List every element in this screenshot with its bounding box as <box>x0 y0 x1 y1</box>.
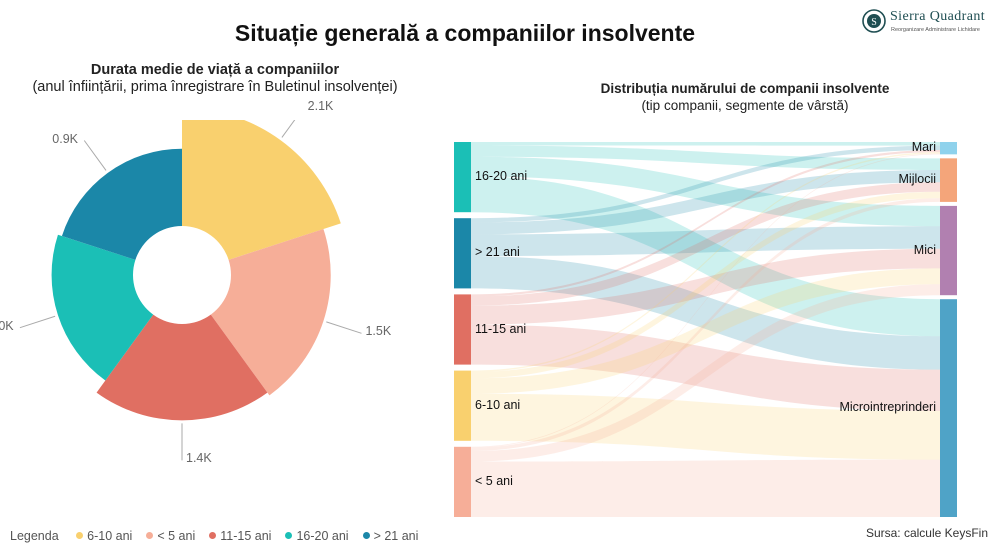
legend-item-6-10-ani: 6-10 ani <box>87 528 133 543</box>
sankey-link-gt-21-ani-to-mari <box>471 145 940 223</box>
legend-item-16-20-ani: 16-20 ani <box>296 528 349 543</box>
rose-center-hole <box>134 227 230 323</box>
rose-value-label: 1.4K <box>186 451 212 466</box>
sankey-node-microintreprinderi <box>940 299 957 517</box>
rose-slice-11-15-ani <box>96 314 268 421</box>
logo-tagline: Reorganizare Administrare Lichidare <box>891 27 980 33</box>
sankey-link-gt-21-ani-to-microintreprinderi <box>471 256 940 370</box>
sankey-target-label: Mijlocii <box>898 172 937 187</box>
sankey-source-label: 11-15 ani <box>475 321 527 336</box>
company-logo: S Sierra Quadrant Reorganizare Administr… <box>862 8 994 40</box>
legend-item-11-15-ani: 11-15 ani <box>220 528 272 543</box>
sankey-link-lt-5-ani-to-microintreprinderi <box>471 459 940 517</box>
sankey-link-6-10-ani-to-microintreprinderi <box>471 393 940 460</box>
legend-swatch <box>285 532 293 540</box>
sankey-link-11-15-ani-to-microintreprinderi <box>471 324 940 412</box>
logo-emblem-icon: S <box>862 9 886 33</box>
sankey-node-mari <box>940 142 957 155</box>
sankey-link-11-15-ani-to-mici <box>471 248 940 325</box>
rose-slice-gt-21-ani <box>61 148 182 260</box>
logo-name: Sierra Quadrant <box>890 9 986 24</box>
sankey-chart <box>454 142 957 517</box>
sankey-node-lt-5-ani <box>454 446 471 517</box>
legend-swatch <box>209 532 217 540</box>
sankey-link-gt-21-ani-to-mici <box>471 226 940 257</box>
sankey-target-label: Microintreprinderi <box>839 400 936 415</box>
legend-item-gt-21-ani: > 21 ani <box>373 528 419 543</box>
sankey-link-11-15-ani-to-mijlocii <box>471 182 940 306</box>
sankey-link-11-15-ani-to-mari <box>471 149 940 297</box>
sankey-link-lt-5-ani-to-mici <box>471 284 940 462</box>
sankey-source-label: < 5 ani <box>475 473 513 488</box>
sankey-node-6-10-ani <box>454 370 471 441</box>
sankey-node-gt-21-ani <box>454 218 471 289</box>
right-chart-subtitle: (tip companii, segmente de vârstă) <box>641 98 849 113</box>
source-note: Sursa: calcule KeysFin <box>865 526 988 540</box>
sankey-link-gt-21-ani-to-mijlocii <box>471 169 940 235</box>
sankey-source-label: > 21 ani <box>475 245 520 260</box>
legend: Legenda 6-10 ani < 5 ani 11-15 ani 16-20 an… <box>10 528 418 543</box>
left-chart-title: Durata medie de viață a companiilor <box>90 62 340 78</box>
right-chart-header: Distribuția numărului de companii insolv… <box>520 80 970 114</box>
rose-value-label: 2.1K <box>307 98 334 113</box>
rose-slice-6-10-ani <box>182 120 341 260</box>
sankey-link-6-10-ani-to-mari <box>471 152 940 373</box>
sankey-source-label: 6-10 ani <box>475 397 521 412</box>
rose-value-label: 1.5K <box>365 324 392 339</box>
sankey-target-label: Mici <box>913 242 936 257</box>
sankey-link-6-10-ani-to-mijlocii <box>471 191 940 379</box>
sankey-node-mici <box>940 205 957 296</box>
legend-swatch <box>146 532 154 540</box>
legend-swatch <box>362 532 370 540</box>
rose-leader-line <box>281 120 296 138</box>
sankey-source-label: 16-20 ani <box>475 169 528 184</box>
sankey-link-16-20-ani-to-microintreprinderi <box>471 176 940 337</box>
left-chart-header: Durata medie de viață a companiilor (anu… <box>0 62 430 96</box>
sankey-node-11-15-ani <box>454 294 471 365</box>
rose-slice-lt-5-ani <box>210 229 331 396</box>
page-title: Situație generală a companiilor insolven… <box>234 20 696 46</box>
rose-value-label: 1.0K <box>0 318 14 333</box>
rose-slice-16-20-ani <box>51 234 154 381</box>
sankey-node-mijlocii <box>940 158 957 202</box>
legend-swatch <box>76 532 84 540</box>
legend-title: Legenda <box>10 528 59 543</box>
sankey-link-lt-5-ani-to-mijlocii <box>471 198 940 452</box>
right-chart-title: Distribuția numărului de companii insolv… <box>600 81 890 96</box>
rose-leader-line <box>326 321 362 334</box>
sankey-link-lt-5-ani-to-mari <box>471 153 940 448</box>
rose-value-label: 0.9K <box>52 131 78 146</box>
sankey-node-16-20-ani <box>454 142 471 213</box>
sankey-link-16-20-ani-to-mijlocii <box>471 145 940 170</box>
left-chart-subtitle: (anul înființării, prima înregistrare în… <box>32 79 398 95</box>
rose-chart <box>19 120 362 461</box>
rose-leader-line <box>19 315 56 329</box>
legend-item-lt-5-ani: < 5 ani <box>157 528 196 543</box>
sankey-target-label: Mari <box>911 140 936 155</box>
sankey-link-16-20-ani-to-mari <box>471 142 940 146</box>
sankey-link-16-20-ani-to-mici <box>471 156 940 227</box>
rose-leader-line <box>83 140 107 171</box>
svg-text:S: S <box>871 17 877 28</box>
sankey-link-6-10-ani-to-mici <box>471 268 940 394</box>
